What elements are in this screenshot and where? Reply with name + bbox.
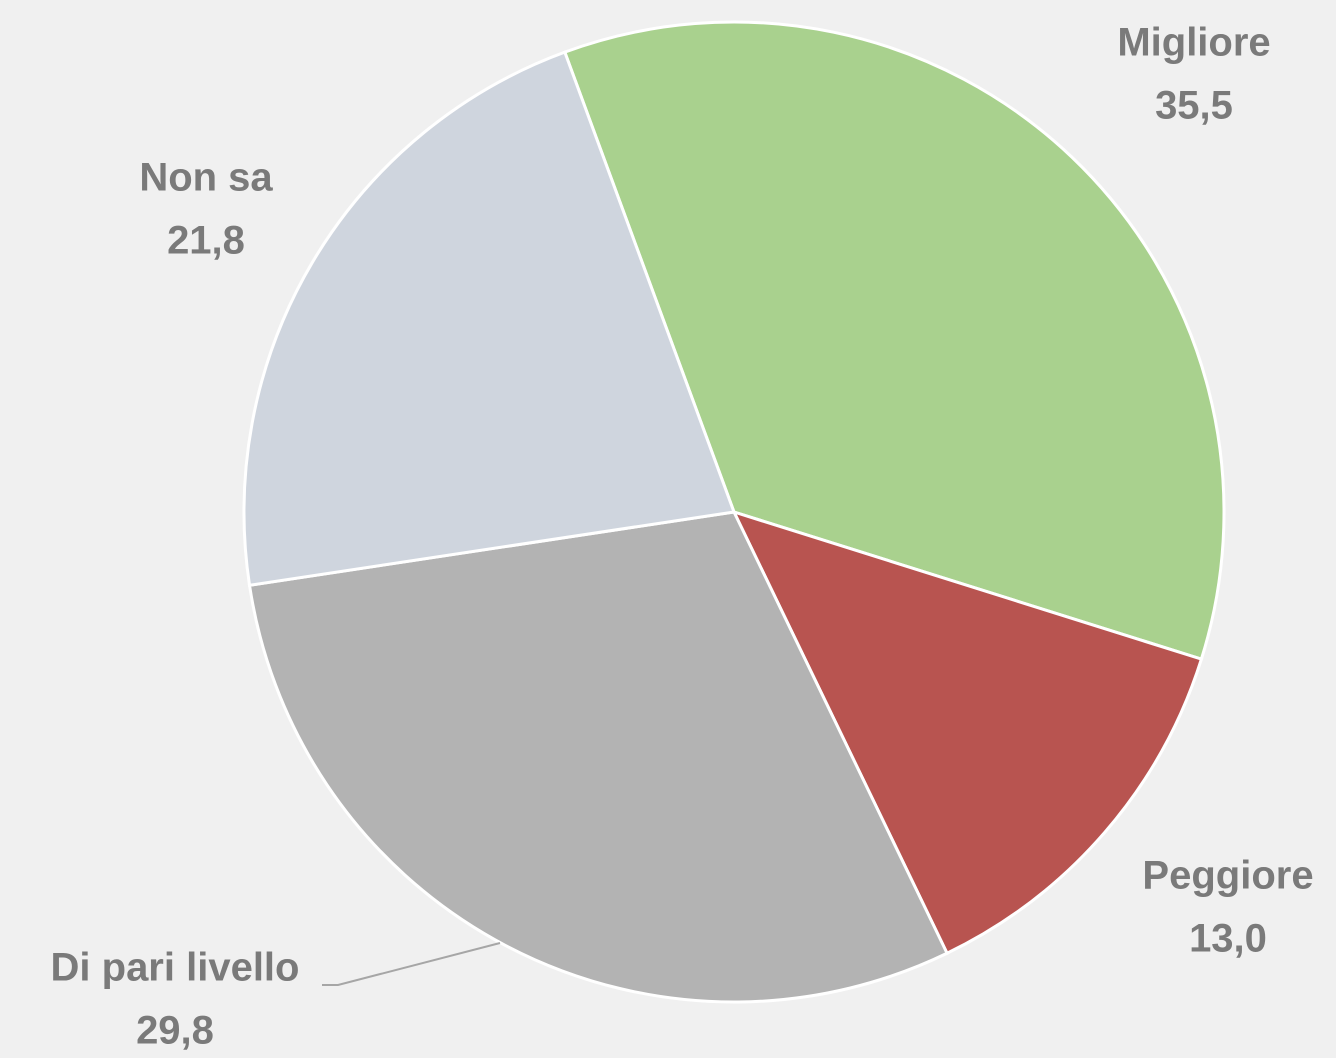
pie-slice (242, 50, 737, 587)
leader-line (322, 942, 501, 986)
slice-value: 21,8 (167, 219, 245, 263)
pie-slice (731, 509, 1204, 956)
slice-label: Peggiore (1142, 854, 1313, 898)
pie-slice (247, 510, 950, 1004)
slice-label: Non sa (139, 156, 273, 200)
slice-label: Di pari livello (51, 946, 300, 990)
slice-value: 29,8 (136, 1009, 214, 1053)
slice-label: Migliore (1117, 21, 1270, 65)
slice-value: 35,5 (1155, 84, 1233, 128)
slice-value: 13,0 (1189, 917, 1267, 961)
